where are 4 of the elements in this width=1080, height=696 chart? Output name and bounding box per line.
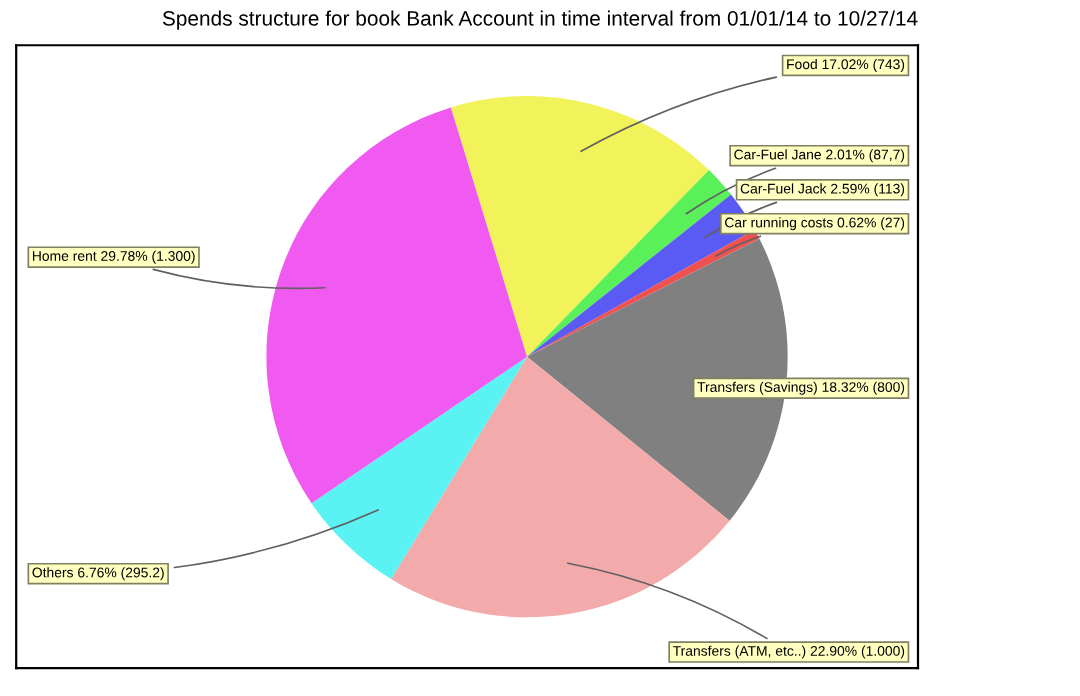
pie-slice <box>311 356 528 580</box>
chart-title: Spends structure for book Bank Account in time interval from 01/01/14 to 10/27/14 <box>162 10 918 30</box>
pie-slice <box>450 96 709 357</box>
pie-slice <box>266 107 528 504</box>
